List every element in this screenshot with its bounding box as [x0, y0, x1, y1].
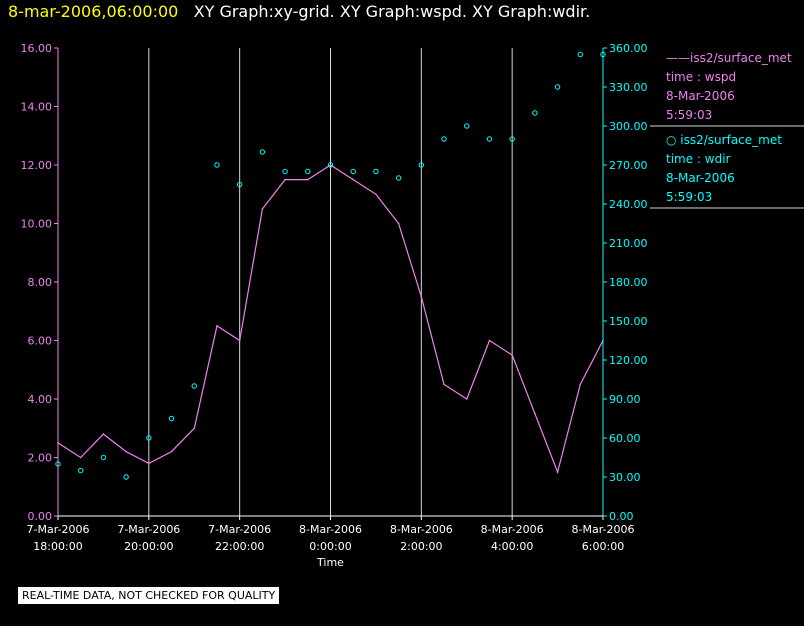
wspd-data-point — [261, 208, 264, 210]
wspd-data-point — [284, 178, 286, 181]
wdir-data-point — [282, 168, 288, 175]
legend-entry-text: ○ iss2/surface_met — [666, 133, 782, 147]
y-right-tick-label: 120.00 — [609, 354, 648, 367]
y-right-tick-label: 330.00 — [609, 81, 648, 94]
y-left-tick-label: 12.00 — [21, 159, 53, 172]
x-tick-label-time: 6:00:00 — [582, 540, 624, 553]
y-right-tick-label: 180.00 — [609, 276, 648, 289]
x-tick-label-time: 18:00:00 — [33, 540, 82, 553]
x-axis-label: Time — [316, 556, 344, 569]
y-right-tick-label: 210.00 — [609, 237, 648, 250]
x-tick-label-date: 8-Mar-2006 — [390, 523, 453, 536]
x-tick-label-date: 8-Mar-2006 — [572, 523, 635, 536]
y-left-tick-label: 14.00 — [21, 101, 53, 114]
x-tick-label-time: 0:00:00 — [309, 540, 351, 553]
x-tick-label-time: 20:00:00 — [124, 540, 173, 553]
y-right-tick-label: 60.00 — [609, 432, 641, 445]
y-right-tick-label: 360.00 — [609, 42, 648, 55]
y-right-tick-label: 240.00 — [609, 198, 648, 211]
wspd-data-point — [238, 339, 241, 342]
quality-notice: REAL-TIME DATA, NOT CHECKED FOR QUALITY — [18, 587, 280, 604]
wspd-data-point — [375, 193, 377, 196]
wdir-data-point — [78, 467, 84, 474]
wdir-data-point — [146, 435, 152, 441]
wspd-data-point — [79, 456, 82, 459]
y-right-tick-label: 150.00 — [609, 315, 648, 328]
wspd-data-point — [420, 295, 423, 298]
wspd-data-point — [102, 433, 105, 435]
wdir-data-point — [305, 168, 311, 175]
y-left-tick-label: 16.00 — [21, 42, 53, 55]
wdir-data-point — [464, 123, 470, 129]
legend-entry-text: ——iss2/surface_met — [666, 51, 792, 65]
graph-titles: XY Graph:xy-grid. XY Graph:wspd. XY Grap… — [193, 2, 591, 21]
wspd-data-point — [397, 222, 400, 225]
wspd-data-point — [465, 398, 468, 400]
wspd-data-point — [125, 450, 127, 453]
y-right-tick-label: 30.00 — [609, 471, 641, 484]
wspd-data-point — [556, 471, 559, 473]
wdir-data-point — [441, 136, 447, 142]
timestamp: 8-mar-2006,06:00:00 — [8, 2, 179, 21]
wdir-data-point — [395, 175, 402, 181]
legend-entry-text: time : wspd — [666, 70, 736, 84]
y-right-tick-label: 0.00 — [609, 510, 634, 523]
wspd-data-point — [443, 383, 445, 386]
chart-header: 8-mar-2006,06:00:00 XY Graph:xy-grid. XY… — [8, 2, 590, 21]
wdir-data-point — [168, 415, 175, 422]
wdir-data-point — [236, 181, 243, 188]
legend-entry-text: 5:59:03 — [666, 108, 712, 122]
legend-entry-text: 5:59:03 — [666, 190, 712, 204]
wspd-data-point — [148, 462, 150, 465]
wspd-data-point — [306, 178, 309, 181]
y-right-tick-label: 90.00 — [609, 393, 641, 406]
wdir-data-point — [577, 51, 583, 58]
x-tick-label-date: 7-Mar-2006 — [27, 523, 90, 536]
wdir-data-point — [259, 149, 266, 155]
wdir-data-point — [191, 383, 197, 389]
x-tick-label-time: 22:00:00 — [215, 540, 264, 553]
legend-entry-text: 8-Mar-2006 — [666, 89, 735, 103]
x-tick-label-date: 8-Mar-2006 — [481, 523, 544, 536]
wspd-data-point — [193, 427, 196, 430]
wspd-data-point — [216, 325, 218, 327]
wdir-data-point — [554, 84, 561, 90]
y-left-tick-label: 2.00 — [28, 452, 53, 465]
wspd-data-point — [329, 164, 332, 166]
y-left-tick-label: 4.00 — [28, 393, 53, 406]
y-right-tick-label: 270.00 — [609, 159, 648, 172]
wdir-data-point — [350, 168, 356, 175]
legend-entry-text: 8-Mar-2006 — [666, 171, 735, 185]
wspd-data-point — [579, 383, 582, 386]
wspd-data-point — [488, 339, 491, 342]
wspd-data-point — [534, 412, 536, 415]
y-left-tick-label: 10.00 — [21, 218, 53, 231]
wdir-data-point — [100, 454, 107, 461]
y-left-tick-label: 0.00 — [28, 510, 53, 523]
wdir-data-point — [373, 168, 379, 175]
wspd-data-point — [352, 178, 355, 181]
legend-entry-text: time : wdir — [666, 152, 731, 166]
x-tick-label-time: 2:00:00 — [400, 540, 442, 553]
wdir-data-point — [214, 162, 220, 168]
wdir-data-point — [123, 474, 129, 480]
wdir-data-point — [486, 136, 493, 142]
wdir-data-point — [327, 162, 334, 168]
y-left-tick-label: 8.00 — [28, 276, 53, 289]
wspd-data-point — [170, 450, 173, 453]
x-tick-label-date: 7-Mar-2006 — [208, 523, 271, 536]
wdir-data-point — [509, 136, 515, 142]
wspd-data-point — [511, 354, 513, 356]
y-left-tick-label: 6.00 — [28, 335, 53, 348]
wdir-data-point — [532, 110, 538, 116]
y-right-tick-label: 300.00 — [609, 120, 648, 133]
x-tick-label-time: 4:00:00 — [491, 540, 533, 553]
x-tick-label-date: 7-Mar-2006 — [117, 523, 180, 536]
x-tick-label-date: 8-Mar-2006 — [299, 523, 362, 536]
wdir-data-point — [418, 162, 425, 168]
